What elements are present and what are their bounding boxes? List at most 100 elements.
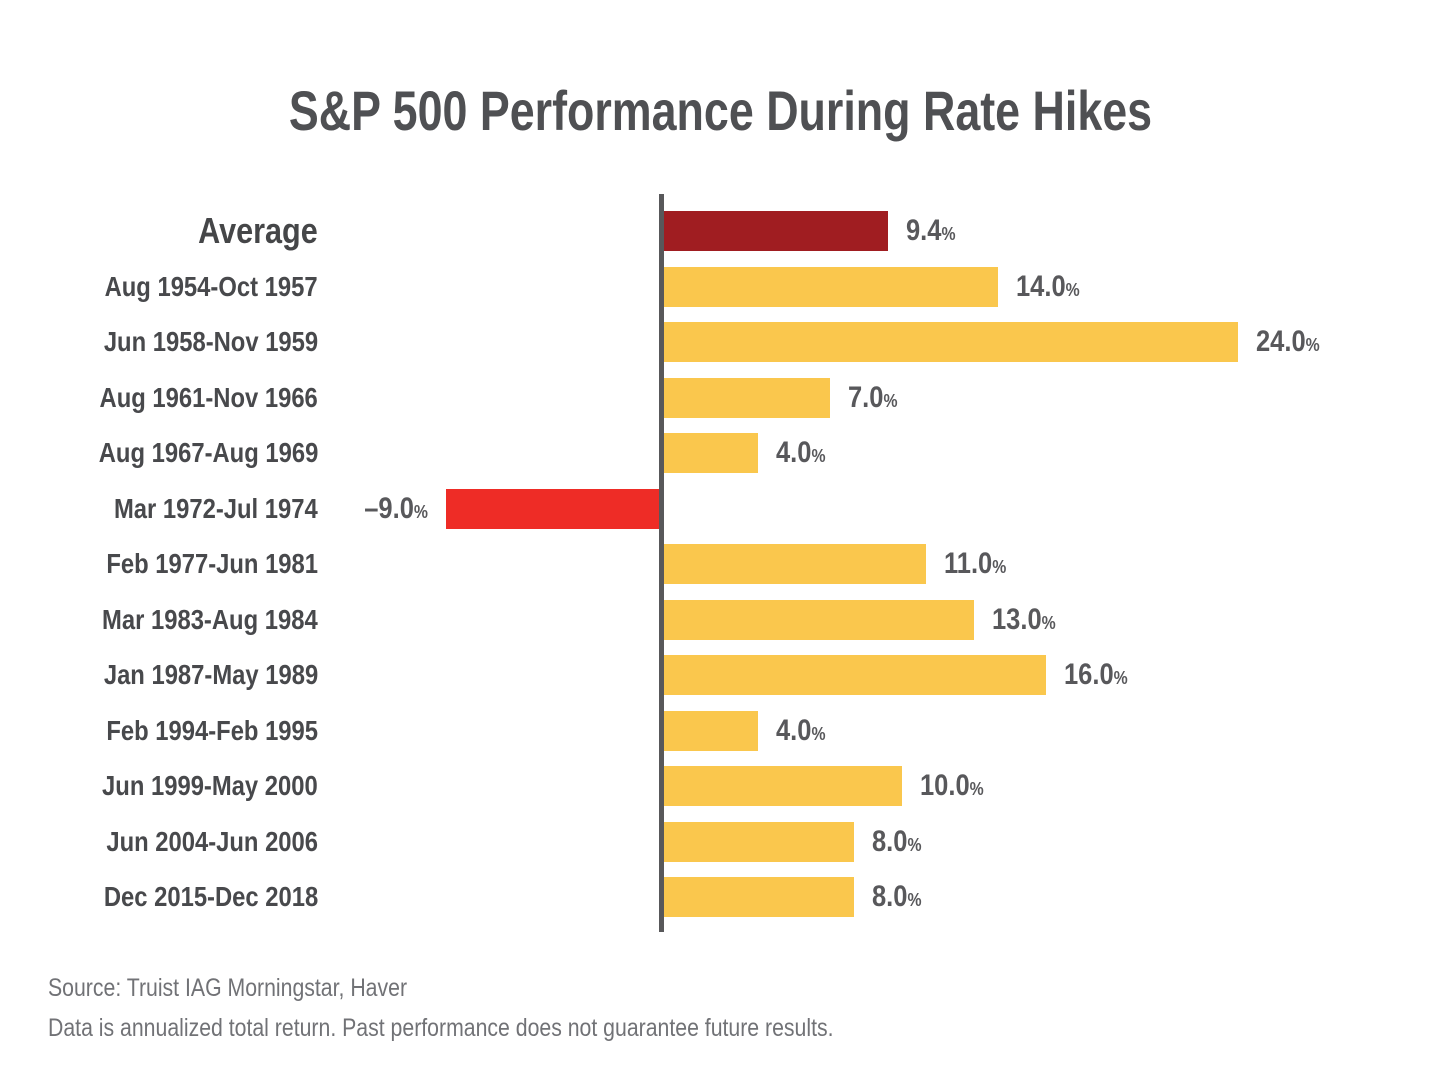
value-number: 7.0 (848, 380, 884, 414)
percent-sign: % (811, 722, 826, 744)
value-label: 24.0% (1256, 325, 1320, 359)
value-label: 7.0% (848, 381, 898, 415)
value-label: 9.4% (906, 214, 956, 248)
category-label: Jun 1958-Nov 1959 (103, 326, 318, 357)
category-label: Feb 1994-Feb 1995 (106, 714, 318, 746)
category-label: Dec 2015-Dec 2018 (103, 881, 318, 912)
bar-negative (446, 488, 662, 529)
value-label: 10.0% (920, 769, 984, 803)
value-number: 8.0 (872, 824, 908, 858)
zero-axis-line (659, 194, 664, 932)
bar-positive (662, 710, 758, 751)
value-number: 16.0 (1064, 658, 1114, 691)
category-label-wrap: Aug 1961-Nov 1966 (0, 382, 318, 414)
value-label: 13.0% (992, 603, 1056, 637)
percent-sign: % (941, 223, 956, 244)
bar-positive (662, 433, 758, 473)
value-label-wrap: 24.0% (1256, 325, 1331, 359)
category-label-wrap: Mar 1972-Jul 1974 (0, 493, 318, 525)
percent-sign: % (907, 889, 922, 910)
category-label-wrap: Jun 1999-May 2000 (0, 770, 318, 802)
category-label-wrap: Mar 1983-Aug 1984 (0, 604, 318, 636)
category-label: Jun 1999-May 2000 (102, 770, 318, 801)
percent-sign: % (1041, 611, 1056, 633)
bar-positive (662, 266, 998, 307)
chart-title: S&P 500 Performance During Rate Hikes (288, 79, 1152, 142)
value-label: 8.0% (872, 825, 922, 859)
percent-sign: % (1305, 334, 1320, 355)
category-label-wrap: Jun 2004-Jun 2006 (0, 826, 318, 858)
value-label-wrap: –9.0% (0, 492, 428, 526)
value-label-wrap: 4.0% (776, 436, 834, 470)
bar-positive (662, 544, 926, 584)
percent-sign: % (907, 833, 922, 855)
bar-positive (662, 599, 974, 640)
value-number: 8.0 (872, 880, 908, 913)
category-label: Feb 1977-Jun 1981 (106, 548, 318, 579)
value-label-wrap: 14.0% (1016, 270, 1091, 304)
bar-positive (662, 821, 854, 862)
category-label-wrap: Average (0, 210, 318, 252)
value-label-wrap: 11.0% (944, 547, 1017, 581)
bar-positive (662, 877, 854, 917)
category-label: Mar 1972-Jul 1974 (114, 492, 318, 524)
value-label: 16.0% (1064, 658, 1128, 692)
value-label-wrap: 8.0% (872, 880, 930, 914)
value-number: 24.0 (1256, 325, 1306, 358)
category-label: Aug 1954-Oct 1957 (105, 270, 318, 302)
category-label: Jun 2004-Jun 2006 (106, 825, 318, 857)
percent-sign: % (1065, 278, 1080, 300)
bar-positive (662, 655, 1046, 695)
value-label: 4.0% (776, 714, 826, 748)
value-label-wrap: 8.0% (872, 825, 930, 859)
value-number: 13.0 (992, 602, 1042, 636)
percent-sign: % (1113, 667, 1128, 688)
value-label-wrap: 13.0% (992, 603, 1067, 637)
value-label: –9.0% (364, 492, 428, 526)
bar-positive (662, 377, 830, 418)
value-number: 14.0 (1016, 269, 1066, 303)
value-number: 11.0 (944, 547, 993, 580)
percent-sign: % (992, 556, 1007, 577)
source-note: Source: Truist IAG Morningstar, Haver (48, 974, 408, 1002)
value-label-wrap: 10.0% (920, 769, 995, 803)
value-label-wrap: 4.0% (776, 714, 834, 748)
disclaimer-note-line: Data is annualized total return. Past pe… (48, 1010, 972, 1050)
percent-sign: % (969, 778, 984, 799)
category-label-wrap: Jun 1958-Nov 1959 (0, 326, 318, 358)
bar-positive (662, 211, 888, 251)
bar-positive (662, 766, 902, 806)
category-label: Jan 1987-May 1989 (103, 659, 318, 690)
value-number: 10.0 (920, 769, 970, 802)
chart-title-wrap: S&P 500 Performance During Rate Hikes (0, 80, 1440, 142)
value-number: –9.0 (364, 491, 414, 525)
percent-sign: % (811, 445, 826, 466)
value-label-wrap: 16.0% (1064, 658, 1139, 692)
value-label: 14.0% (1016, 270, 1080, 304)
value-number: 9.4 (905, 214, 942, 247)
category-label-wrap: Dec 2015-Dec 2018 (0, 881, 318, 913)
value-number: 4.0 (776, 713, 812, 747)
footer-notes: Source: Truist IAG Morningstar, Haver Da… (48, 970, 972, 1050)
value-label: 11.0% (944, 547, 1006, 581)
percent-sign: % (883, 389, 898, 411)
category-label: Aug 1961-Nov 1966 (99, 381, 318, 413)
category-label-wrap: Feb 1994-Feb 1995 (0, 715, 318, 747)
category-label: Mar 1983-Aug 1984 (102, 603, 318, 635)
category-label-wrap: Aug 1967-Aug 1969 (0, 437, 318, 469)
source-note-line: Source: Truist IAG Morningstar, Haver (48, 970, 972, 1010)
value-label-wrap: 9.4% (906, 214, 964, 248)
category-label-wrap: Jan 1987-May 1989 (0, 659, 318, 691)
category-label: Aug 1967-Aug 1969 (98, 437, 318, 468)
category-label-wrap: Feb 1977-Jun 1981 (0, 548, 318, 580)
value-label: 8.0% (872, 880, 922, 914)
bar-positive (662, 322, 1238, 362)
value-label-wrap: 7.0% (848, 381, 906, 415)
category-label-wrap: Aug 1954-Oct 1957 (0, 271, 318, 303)
percent-sign: % (413, 500, 428, 522)
value-label: 4.0% (776, 436, 826, 470)
category-label: Average (198, 210, 318, 251)
value-number: 4.0 (776, 436, 812, 469)
